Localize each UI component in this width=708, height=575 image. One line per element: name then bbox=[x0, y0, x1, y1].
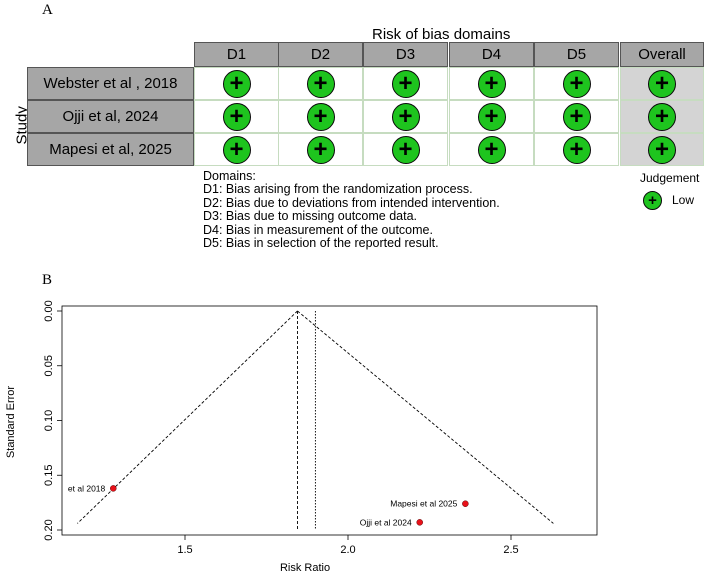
rob-cell-d3: + bbox=[363, 133, 448, 166]
rob-cell-d4: + bbox=[449, 100, 534, 133]
column-header-d1: D1 bbox=[194, 42, 279, 67]
rob-cell-d2: + bbox=[278, 133, 363, 166]
x-tick-label: 2.0 bbox=[340, 544, 355, 556]
low-risk-icon: + bbox=[477, 102, 506, 131]
y-tick-label: 0.15 bbox=[43, 465, 55, 486]
study-label: Mapesi et al, 2025 bbox=[27, 133, 194, 166]
low-risk-icon: + bbox=[648, 102, 676, 131]
low-risk-icon: + bbox=[562, 135, 591, 164]
column-header-d2: D2 bbox=[278, 42, 363, 67]
judgement-low-icon: + bbox=[643, 191, 662, 210]
low-risk-icon: + bbox=[306, 102, 335, 131]
domain-definition-d3: D3: Bias due to missing outcome data. bbox=[203, 209, 418, 224]
x-tick-label: 2.5 bbox=[503, 544, 518, 556]
rob-cell-d4: + bbox=[449, 133, 534, 166]
low-risk-icon: + bbox=[648, 69, 676, 98]
funnel-plot: 1.5 2.0 2.5 0.00 0.05 0.10 0.15 0.20 et al 2018… bbox=[5, 300, 598, 574]
rob-cell-d5: + bbox=[534, 100, 619, 133]
study-point bbox=[416, 519, 423, 526]
study-point-label: et al 2018 bbox=[68, 483, 106, 493]
domain-legend: Domains: D1: Bias arising from the rando… bbox=[203, 169, 500, 251]
funnel-right-boundary bbox=[297, 310, 554, 524]
judgement-legend-title: Judgement bbox=[640, 171, 700, 185]
rob-cell-d1: + bbox=[194, 133, 279, 166]
rob-cell-d4: + bbox=[449, 67, 534, 100]
y-tick-label: 0.00 bbox=[43, 300, 55, 321]
rob-cell-overall: + bbox=[620, 133, 704, 166]
study-label: Webster et al , 2018 bbox=[27, 67, 194, 100]
y-tick-label: 0.10 bbox=[43, 410, 55, 431]
column-header-overall: Overall bbox=[620, 42, 704, 67]
panel-a-label: A bbox=[42, 2, 53, 18]
low-risk-icon: + bbox=[391, 102, 420, 131]
domain-definition-d2: D2: Bias due to deviations from intended… bbox=[203, 195, 500, 210]
domains-heading: Domains: bbox=[203, 169, 256, 183]
rob-cell-d2: + bbox=[278, 67, 363, 100]
panel-b-label: B bbox=[42, 272, 53, 288]
x-tick-label: 1.5 bbox=[177, 544, 192, 556]
domain-definition-d4: D4: Bias in measurement of the outcome. bbox=[203, 222, 433, 237]
low-risk-icon: + bbox=[391, 69, 420, 98]
low-risk-icon: + bbox=[391, 135, 420, 164]
judgement-low-label: Low bbox=[672, 193, 695, 207]
low-risk-icon: + bbox=[477, 69, 506, 98]
low-risk-icon: + bbox=[222, 135, 251, 164]
rob-cell-d3: + bbox=[363, 67, 448, 100]
rob-cell-d1: + bbox=[194, 100, 279, 133]
low-risk-icon: + bbox=[648, 135, 676, 164]
rob-cell-overall: + bbox=[620, 100, 704, 133]
low-risk-icon: + bbox=[306, 135, 335, 164]
study-point bbox=[110, 485, 117, 492]
rob-title: Risk of bias domains bbox=[372, 26, 511, 43]
low-risk-icon: + bbox=[562, 102, 591, 131]
rob-cell-d2: + bbox=[278, 100, 363, 133]
domain-definition-d5: D5: Bias in selection of the reported re… bbox=[203, 236, 439, 251]
domain-definition-d1: D1: Bias arising from the randomization … bbox=[203, 182, 473, 197]
rob-cell-d5: + bbox=[534, 67, 619, 100]
study-point bbox=[462, 500, 469, 507]
rob-cell-d1: + bbox=[194, 67, 279, 100]
y-axis-title: Standard Error bbox=[5, 386, 17, 458]
low-risk-icon: + bbox=[306, 69, 335, 98]
column-header-d4: D4 bbox=[449, 42, 534, 67]
y-tick-label: 0.05 bbox=[43, 355, 55, 376]
low-risk-icon: + bbox=[562, 69, 591, 98]
column-header-d5: D5 bbox=[534, 42, 619, 67]
y-tick-label: 0.20 bbox=[43, 519, 55, 540]
study-point-label: Ojji et al 2024 bbox=[360, 517, 412, 527]
low-risk-icon: + bbox=[222, 102, 251, 131]
rob-cell-d3: + bbox=[363, 100, 448, 133]
study-point-label: Mapesi et al 2025 bbox=[390, 499, 457, 509]
plot-area-frame bbox=[61, 305, 598, 536]
low-risk-icon: + bbox=[222, 69, 251, 98]
low-risk-icon: + bbox=[477, 135, 506, 164]
x-axis-title: Risk Ratio bbox=[280, 562, 330, 574]
funnel-left-boundary bbox=[77, 310, 298, 524]
column-header-d3: D3 bbox=[363, 42, 448, 67]
rob-cell-overall: + bbox=[620, 67, 704, 100]
rob-cell-d5: + bbox=[534, 133, 619, 166]
study-label: Ojji et al, 2024 bbox=[27, 100, 194, 133]
